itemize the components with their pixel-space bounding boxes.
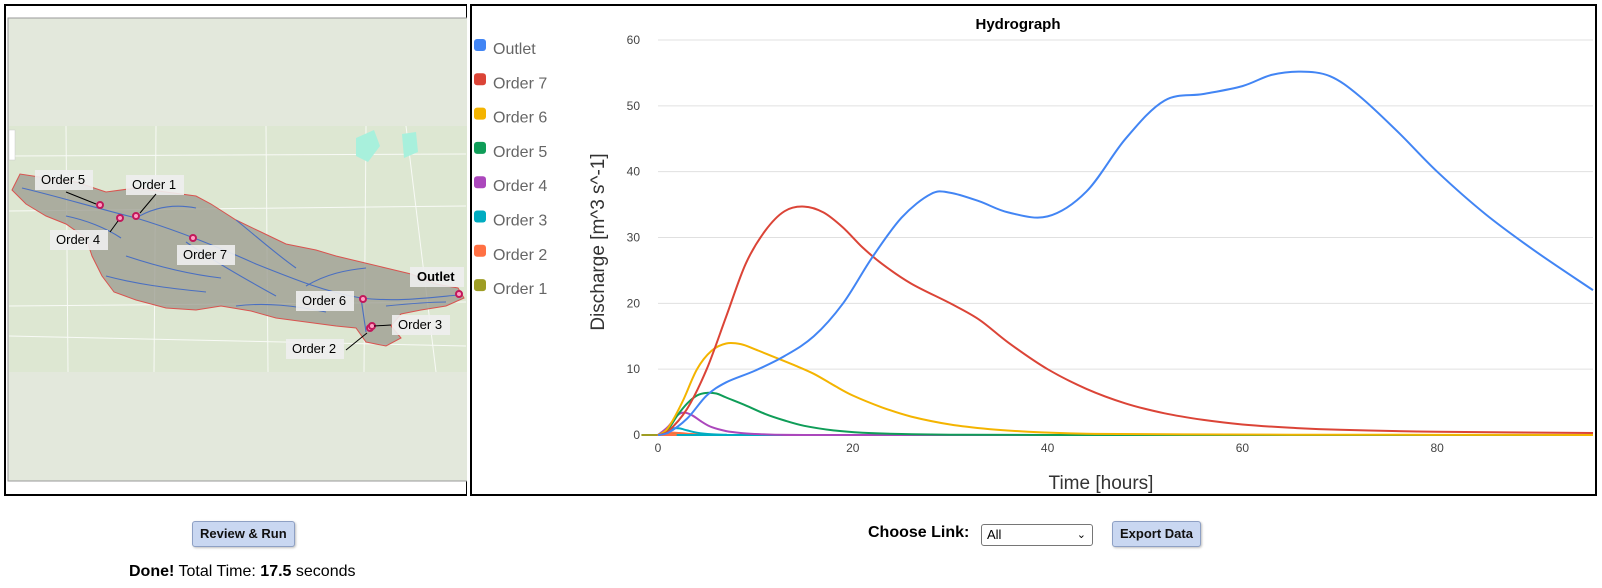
- series-line-order-5: [657, 391, 1593, 437]
- map-panel[interactable]: Order 5 Order 1 Order 4 Order 7 Order 6 …: [4, 4, 467, 496]
- basemap-lake: [356, 130, 380, 162]
- legend-label-outlet[interactable]: Outlet: [493, 41, 536, 58]
- status-seconds-value: 17.5: [260, 563, 292, 580]
- map-zoom-control[interactable]: [8, 129, 16, 161]
- map-label-order4: Order 4: [56, 232, 100, 247]
- x-tick-label: 80: [1430, 441, 1444, 455]
- watershed-map[interactable]: Order 5 Order 1 Order 4 Order 7 Order 6 …: [6, 6, 467, 494]
- map-label-order2: Order 2: [292, 341, 336, 356]
- gauge-order4: [116, 214, 124, 222]
- basemap-lake-2: [402, 132, 418, 158]
- gauge-order6: [359, 295, 367, 303]
- series-line-outlet: [657, 70, 1594, 436]
- x-axis-label: Time [hours]: [1049, 473, 1154, 494]
- map-label-order6: Order 6: [302, 293, 346, 308]
- export-data-button[interactable]: Export Data: [1112, 521, 1201, 547]
- x-tick-label: 40: [1041, 441, 1055, 455]
- legend-label-order-5[interactable]: Order 5: [493, 144, 547, 161]
- legend: Outlet Order 7 Order 6 Order 5 Order 4 Order …: [474, 39, 547, 298]
- y-tick-label: 10: [627, 362, 641, 376]
- series-lines: [641, 70, 1594, 437]
- gauge-order5: [96, 201, 104, 209]
- status-text: Done! Total Time: 17.5 seconds: [129, 563, 355, 581]
- legend-label-order-3[interactable]: Order 3: [493, 213, 547, 230]
- y-tick-label: 30: [627, 231, 641, 245]
- legend-swatch-order-5: [474, 141, 486, 154]
- y-tick-label: 0: [633, 428, 640, 442]
- label-leaders: [65, 191, 392, 351]
- hydrograph-chart: Hydrograph 0 10 20 30 40 50 60 0 20 40 60 80 Outlet…: [474, 16, 1594, 494]
- y-tick-label: 60: [627, 33, 641, 47]
- link-select-value: All: [987, 527, 1002, 542]
- link-select[interactable]: All ⌄: [981, 524, 1093, 546]
- legend-label-order-2[interactable]: Order 2: [493, 247, 547, 264]
- legend-label-order-6[interactable]: Order 6: [493, 110, 547, 127]
- legend-label-order-1[interactable]: Order 1: [493, 281, 547, 298]
- legend-swatch-order-6: [474, 107, 486, 120]
- legend-swatch-order-1: [474, 279, 486, 292]
- legend-swatch-outlet: [474, 39, 486, 51]
- map-label-order3: Order 3: [398, 317, 442, 332]
- legend-swatch-order-2: [474, 244, 486, 257]
- legend-label-order-7[interactable]: Order 7: [493, 75, 547, 92]
- grid-lines: [658, 39, 1593, 436]
- y-tick-label: 20: [627, 296, 641, 310]
- map-label-order5: Order 5: [41, 172, 85, 187]
- status-suffix: seconds: [295, 563, 356, 580]
- series-line-order-7: [657, 205, 1594, 436]
- gauge-outlet: [455, 290, 463, 298]
- status-done: Done!: [129, 563, 175, 580]
- series-line-order-4: [657, 411, 1593, 437]
- map-label-order1: Order 1: [132, 177, 176, 192]
- y-tick-label: 40: [627, 165, 641, 179]
- legend-swatch-order-7: [474, 73, 486, 86]
- map-label-outlet: Outlet: [417, 269, 455, 284]
- x-tick-label: 60: [1236, 441, 1250, 455]
- axes: 0 10 20 30 40 50 60 0 20 40 60 80: [627, 33, 1445, 455]
- x-tick-label: 20: [846, 441, 860, 455]
- gauge-markers: [96, 201, 463, 332]
- legend-swatch-order-3: [474, 210, 486, 223]
- chart-title: Hydrograph: [975, 16, 1060, 33]
- review-run-button[interactable]: Review & Run: [192, 521, 295, 547]
- map-label-order7: Order 7: [183, 247, 227, 262]
- y-axis-label: Discharge [m^3 s^-1]: [588, 153, 609, 330]
- chevron-down-icon: ⌄: [1076, 529, 1086, 541]
- series-line-order-6: [657, 341, 1594, 436]
- status-prefix: Total Time:: [178, 563, 256, 580]
- legend-label-order-4[interactable]: Order 4: [493, 178, 547, 195]
- gauge-order1: [132, 212, 140, 220]
- choose-link-label: Choose Link:: [868, 524, 970, 541]
- chart-panel: Hydrograph 0 10 20 30 40 50 60 0 20 40 60 80 Outlet…: [470, 4, 1597, 496]
- y-tick-label: 50: [627, 99, 641, 113]
- gauge-order7: [189, 234, 197, 242]
- x-tick-label: 0: [655, 441, 662, 455]
- legend-swatch-order-4: [474, 176, 486, 189]
